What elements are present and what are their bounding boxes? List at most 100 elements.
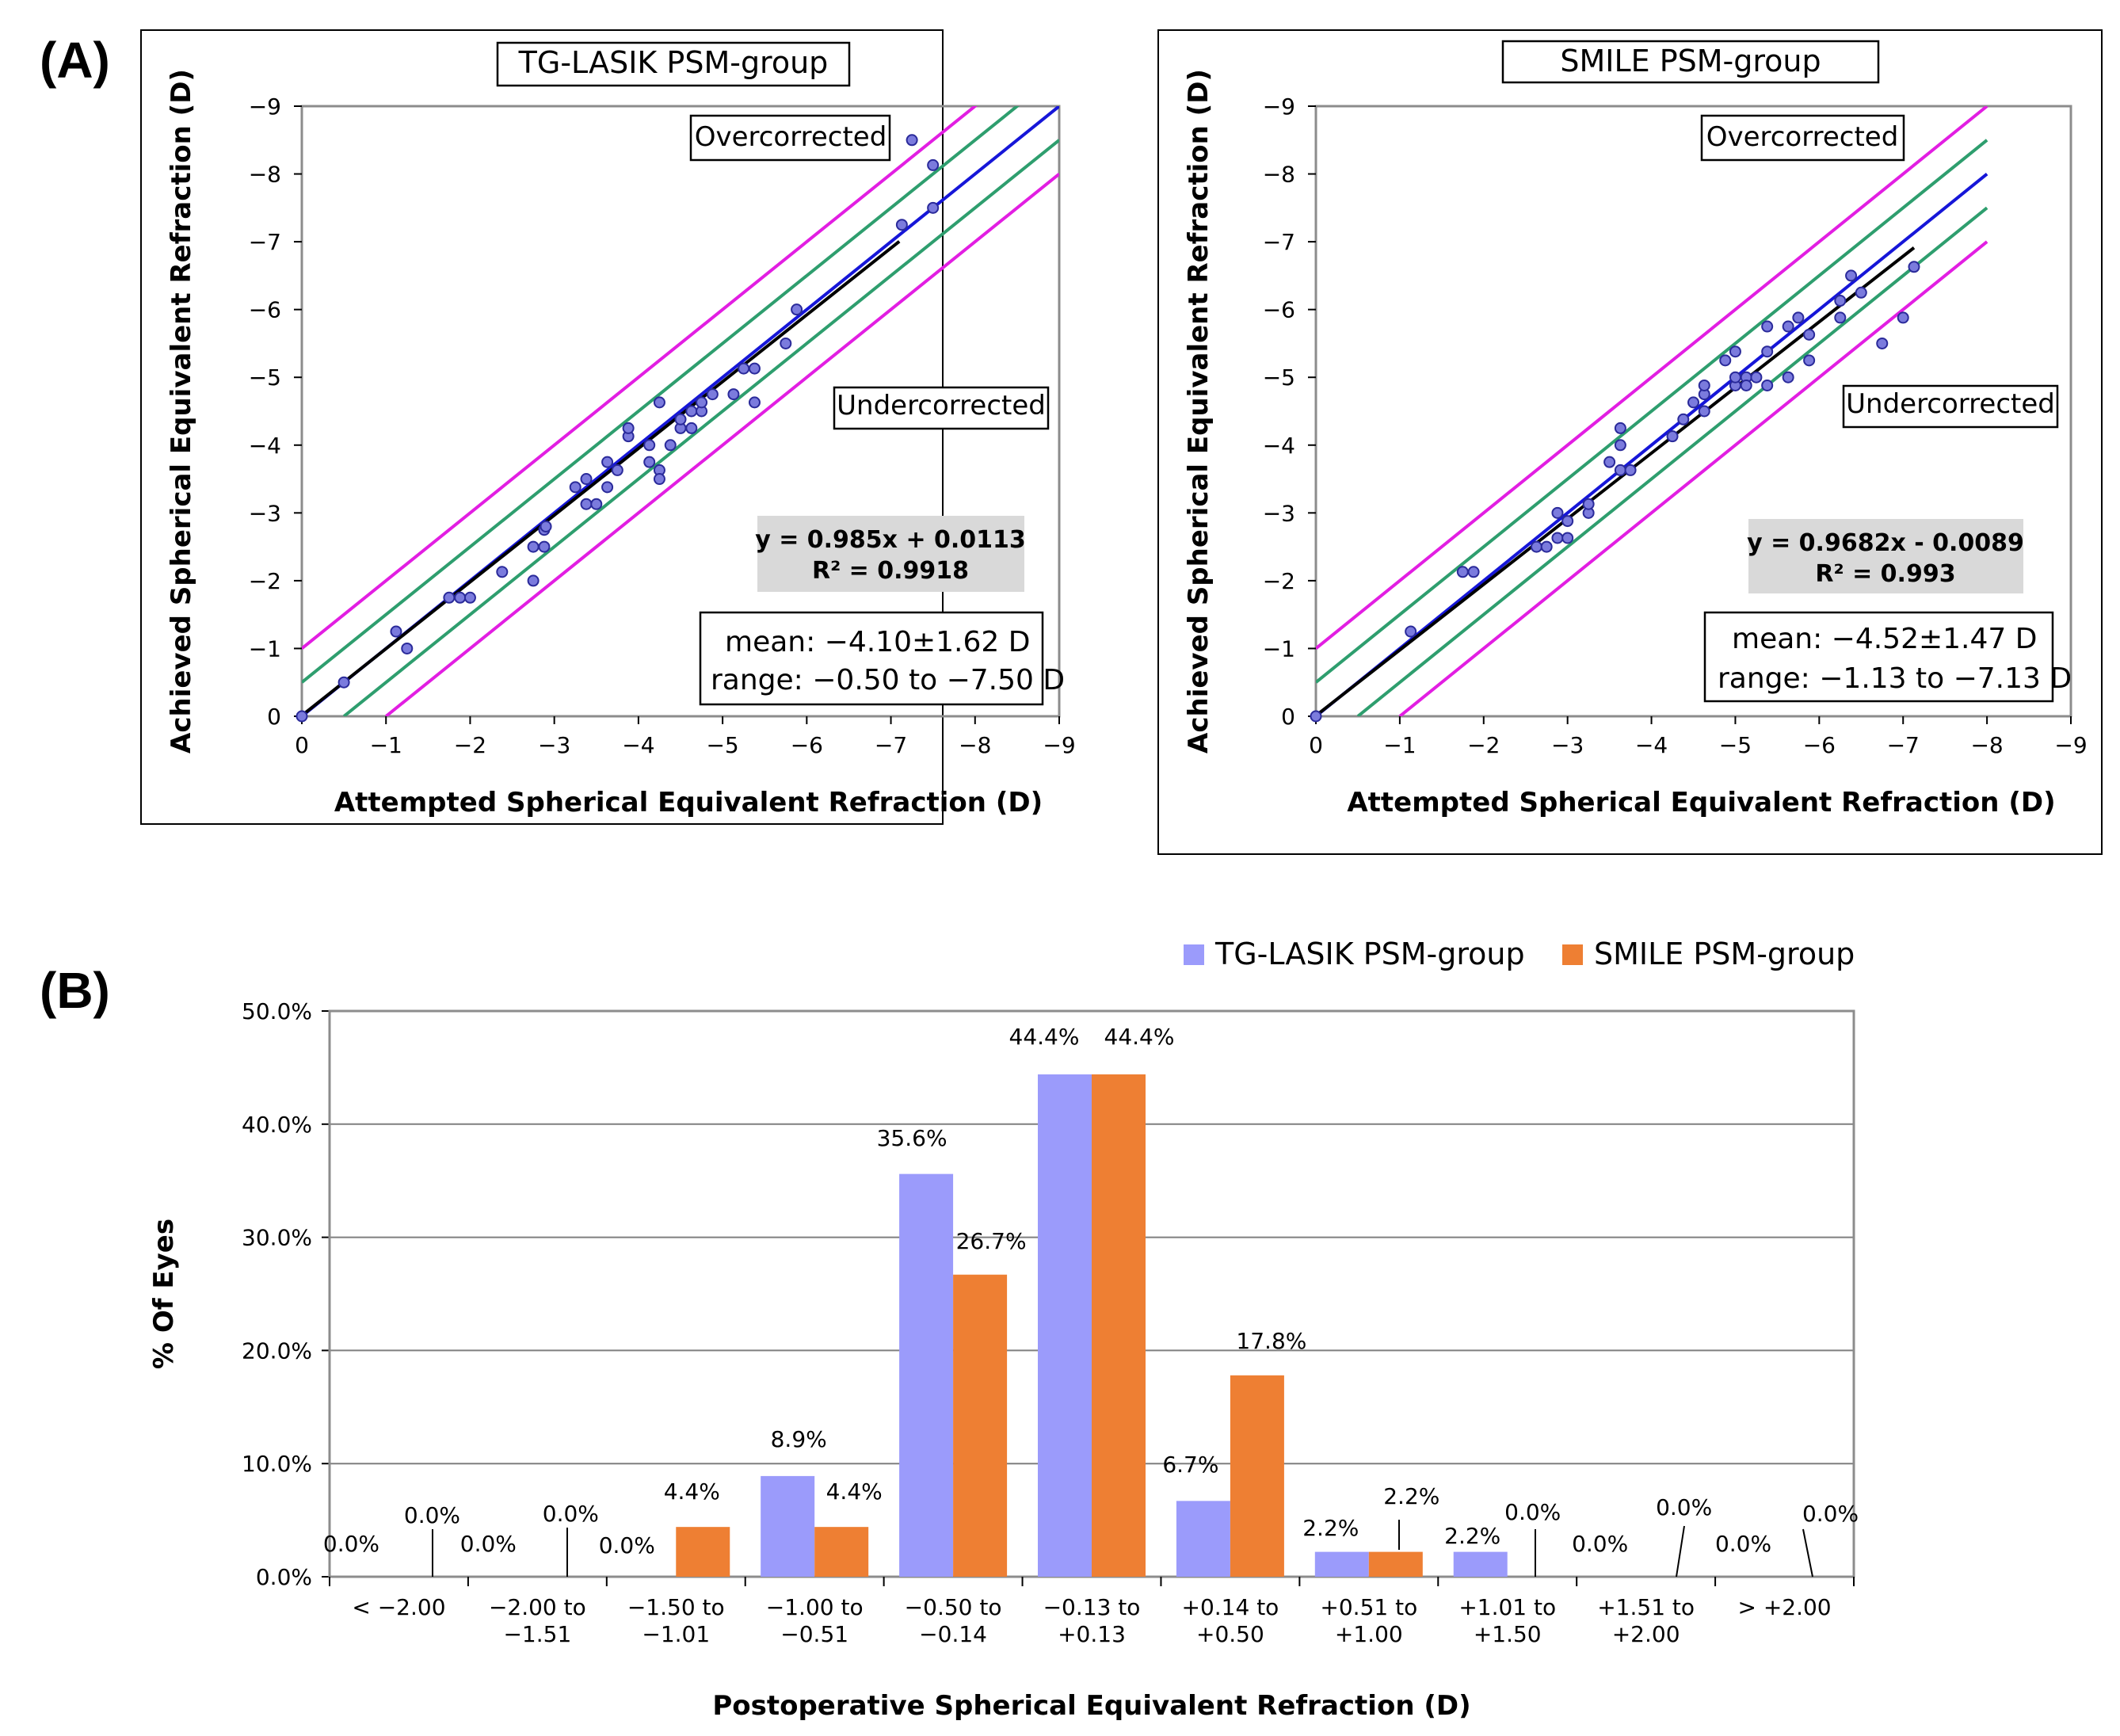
x-tick-label: −5 bbox=[706, 732, 738, 758]
data-point bbox=[1467, 566, 1480, 578]
data-label-smile: 0.0% bbox=[1802, 1501, 1859, 1527]
data-label-tg-lasik: 8.9% bbox=[771, 1426, 827, 1452]
x-axis-title: Attempted Spherical Equivalent Refractio… bbox=[334, 787, 1043, 818]
overcorrected-label: Overcorrected bbox=[1706, 121, 1899, 153]
y-tick-label: −1 bbox=[249, 635, 281, 662]
data-point bbox=[1719, 354, 1732, 367]
regression-equation: y = 0.985x + 0.0113 bbox=[755, 526, 1026, 554]
plot-area bbox=[300, 105, 1061, 718]
data-point bbox=[1551, 532, 1564, 544]
data-point bbox=[643, 456, 656, 468]
data-point bbox=[748, 396, 761, 409]
data-point bbox=[538, 540, 551, 553]
data-label-smile: 4.4% bbox=[826, 1478, 883, 1505]
panel-b-label: (B) bbox=[40, 962, 110, 1019]
data-point bbox=[1834, 295, 1847, 307]
x-tick-label: −8 bbox=[959, 732, 991, 758]
bar-smile bbox=[1368, 1551, 1423, 1577]
data-point bbox=[685, 405, 698, 418]
data-label-leader bbox=[1802, 1528, 1813, 1578]
data-point bbox=[780, 337, 792, 349]
x-tick-label: −3 bbox=[538, 732, 570, 758]
data-label-tg-lasik: 0.0% bbox=[460, 1531, 517, 1557]
data-point bbox=[540, 520, 552, 532]
data-point bbox=[674, 413, 687, 425]
data-label-smile: 44.4% bbox=[1104, 1024, 1175, 1050]
data-label-smile: 4.4% bbox=[664, 1478, 720, 1505]
x-tick-label: −8 bbox=[1970, 732, 2003, 758]
y-tick-label: 50.0% bbox=[242, 998, 312, 1024]
bar-tg-lasik bbox=[761, 1475, 815, 1577]
data-point bbox=[1456, 566, 1469, 578]
data-point bbox=[1740, 379, 1752, 391]
data-point bbox=[580, 498, 593, 510]
y-tick-label: −8 bbox=[1263, 162, 1295, 188]
data-point bbox=[463, 591, 476, 604]
regression-equation-box bbox=[1748, 519, 2023, 593]
data-point bbox=[1561, 532, 1574, 544]
y-tick-label: −2 bbox=[249, 568, 281, 594]
y-tick-label: −9 bbox=[1263, 93, 1295, 120]
undercorrected-box bbox=[833, 386, 1050, 430]
category-label: −1.01 bbox=[642, 1621, 710, 1647]
band-line-over-1d bbox=[302, 106, 978, 651]
data-point bbox=[1614, 464, 1626, 476]
regression-equation-box bbox=[757, 516, 1024, 592]
x-tick-label: −6 bbox=[791, 732, 823, 758]
chart-title-box bbox=[496, 41, 851, 87]
category-label: > +2.00 bbox=[1737, 1594, 1831, 1620]
data-point bbox=[1855, 286, 1867, 299]
bar-smile bbox=[953, 1274, 1008, 1577]
data-point bbox=[927, 158, 940, 171]
y-tick-label: 0.0% bbox=[256, 1564, 312, 1590]
regression-equation: y = 0.9682x - 0.0089 bbox=[1747, 529, 2024, 557]
x-tick-label: 0 bbox=[295, 732, 309, 758]
data-label-smile: 0.0% bbox=[1656, 1494, 1712, 1520]
bar-tg-lasik bbox=[899, 1173, 954, 1577]
bar-smile bbox=[1230, 1375, 1284, 1577]
x-tick-label: −9 bbox=[1043, 732, 1075, 758]
category-label: +1.50 bbox=[1474, 1621, 1542, 1647]
data-point bbox=[1845, 269, 1858, 282]
bar-chart-refraction-distribution: 0.0% 10.0% 20.0% 30.0% 40.0% 50.0% < −2.00 −2.0… bbox=[148, 937, 1859, 1722]
x-tick-label: −6 bbox=[1803, 732, 1836, 758]
stats-mean: mean: −4.52±1.47 D bbox=[1732, 623, 2037, 655]
data-point bbox=[738, 362, 750, 375]
x-tick-label: −2 bbox=[454, 732, 486, 758]
data-label-tg-lasik: 35.6% bbox=[877, 1125, 948, 1151]
category-label: −0.51 bbox=[780, 1621, 848, 1647]
chart-title: TG-LASIK PSM-group bbox=[518, 45, 829, 80]
category-label: −2.00 to bbox=[489, 1594, 586, 1620]
undercorrected-label: Undercorrected bbox=[1846, 388, 2055, 420]
data-point bbox=[685, 422, 698, 434]
band-line-over-05d bbox=[302, 106, 1020, 684]
y-tick-label: 30.0% bbox=[242, 1225, 312, 1251]
regression-r2: R² = 0.9918 bbox=[812, 557, 969, 585]
legend-swatch-tg-lasik bbox=[1184, 944, 1204, 965]
category-label: +0.51 to bbox=[1320, 1594, 1417, 1620]
band-line-under-05d bbox=[1356, 206, 1988, 716]
stats-range: range: −1.13 to −7.13 D bbox=[1718, 662, 2072, 695]
data-point bbox=[337, 676, 350, 689]
data-point bbox=[664, 439, 677, 452]
bar-smile bbox=[676, 1527, 730, 1577]
overcorrected-box bbox=[689, 114, 891, 162]
y-tick-label: −3 bbox=[1263, 500, 1295, 526]
band-line-under-1d bbox=[1398, 240, 1988, 716]
data-point bbox=[643, 439, 656, 452]
data-point bbox=[1782, 371, 1794, 383]
data-point bbox=[569, 481, 581, 494]
x-tick-label: −2 bbox=[1467, 732, 1500, 758]
stats-box bbox=[1703, 611, 2054, 703]
band-line-under-05d bbox=[342, 139, 1059, 716]
regression-line bbox=[300, 240, 901, 717]
data-point bbox=[727, 388, 740, 401]
x-tick-label: −5 bbox=[1719, 732, 1752, 758]
category-label: +2.00 bbox=[1612, 1621, 1680, 1647]
y-tick-label: −7 bbox=[249, 229, 281, 255]
data-label-tg-lasik: 2.2% bbox=[1444, 1523, 1500, 1549]
y-tick-label: −5 bbox=[1263, 364, 1295, 391]
data-point bbox=[1782, 320, 1794, 333]
data-label-leader bbox=[1676, 1525, 1685, 1578]
bar-smile bbox=[814, 1527, 869, 1577]
